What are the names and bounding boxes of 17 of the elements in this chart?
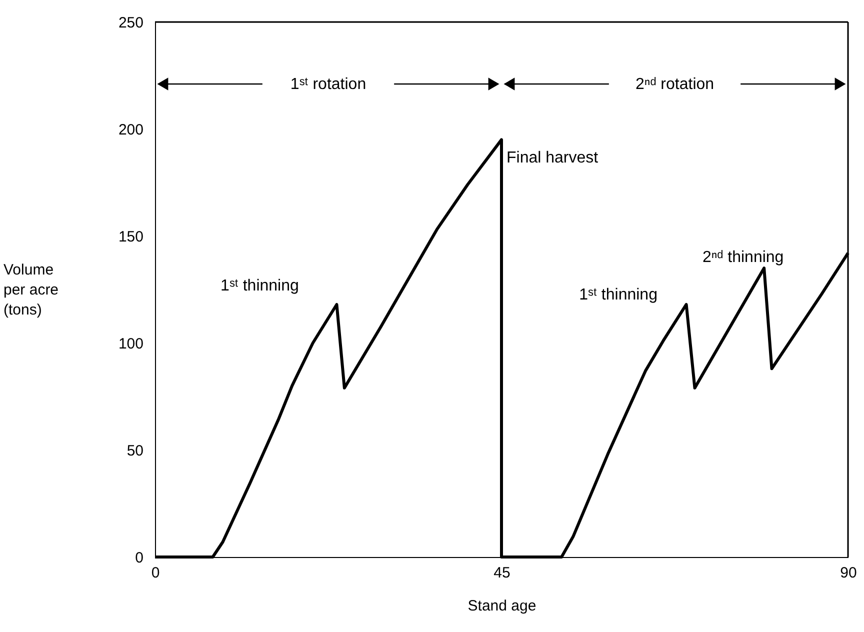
annotation: 1ˢᵗ thinning <box>579 286 658 304</box>
x-tick-label: 90 <box>840 564 857 582</box>
y-tick-label: 50 <box>126 442 144 460</box>
annotation: 2ⁿᵈ thinning <box>702 249 784 266</box>
y-tick-label: 0 <box>135 550 144 566</box>
y-tick-label: 200 <box>118 122 144 138</box>
annotation: 1ˢᵗ rotation <box>290 76 366 93</box>
y-tick-label: 250 <box>118 14 144 32</box>
annotation: 1ˢᵗ thinning <box>220 277 299 294</box>
x-tick-label: 0 <box>151 564 160 582</box>
y-axis-title: Volume per acre (tons) <box>4 262 59 318</box>
x-tick-label: 45 <box>494 564 510 582</box>
x-axis-title: Stand age <box>468 598 536 614</box>
y-tick-label: 100 <box>118 336 144 352</box>
y-tick-label: 150 <box>118 228 144 246</box>
annotation: Final harvest <box>506 150 599 167</box>
annotation: 2ⁿᵈ rotation <box>635 76 714 93</box>
